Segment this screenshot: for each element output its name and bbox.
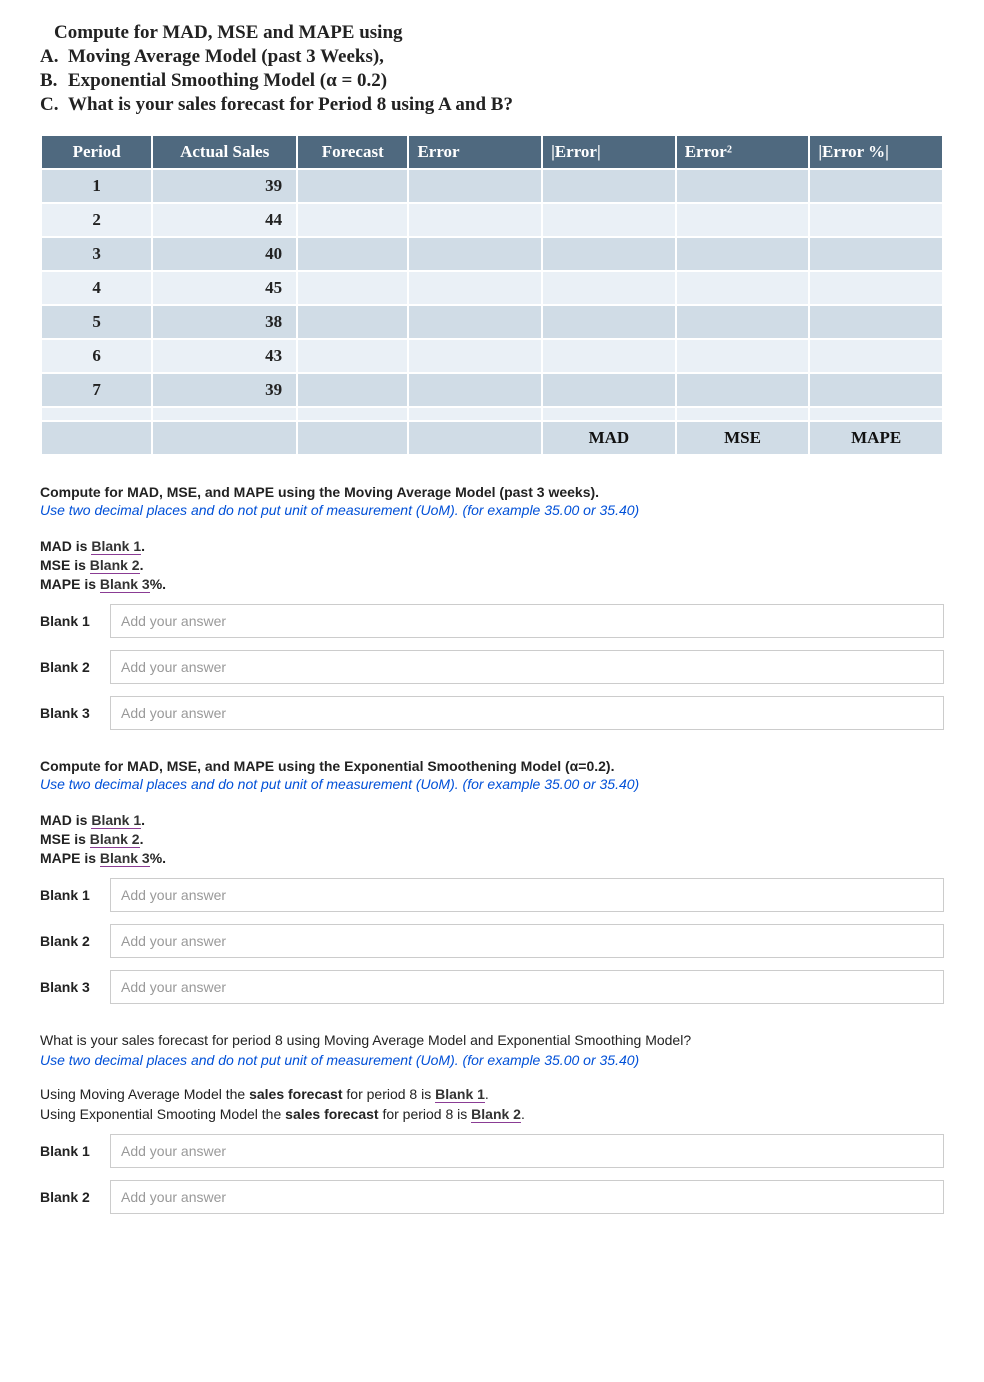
q2-blank2-label: Blank 2 [40,933,110,949]
q3-blank2-row: Blank 2 [40,1180,944,1214]
q1-blank3-row: Blank 3 [40,696,944,730]
table-row: 139 [41,169,943,203]
th-forecast: Forecast [297,135,408,169]
q2-blank1-row: Blank 1 [40,878,944,912]
heading-a: A.Moving Average Model (past 3 Weeks), [40,46,944,68]
q2-blank3-row: Blank 3 [40,970,944,1004]
q2-blank1-input[interactable] [110,878,944,912]
table-row: 538 [41,305,943,339]
table-row: 643 [41,339,943,373]
table-row-footer: MADMSEMAPE [41,421,943,455]
th-errpct: |Error %| [809,135,943,169]
q1-blank2-row: Blank 2 [40,650,944,684]
q1-blank3-input[interactable] [110,696,944,730]
table-row-yellow [41,407,943,421]
forecast-table: Period Actual Sales Forecast Error |Erro… [40,134,944,456]
q2-section: Compute for MAD, MSE, and MAPE using the… [40,758,944,1004]
q2-title: Compute for MAD, MSE, and MAPE using the… [40,758,944,774]
q1-blank1-label: Blank 1 [40,613,110,629]
heading-b: B.Exponential Smoothing Model (α = 0.2) [40,70,944,92]
table-row: 445 [41,271,943,305]
q1-blank2-label: Blank 2 [40,659,110,675]
th-errsq: Error² [676,135,810,169]
q1-blanks: MAD is Blank 1. MSE is Blank 2. MAPE is … [40,538,944,592]
th-period: Period [41,135,152,169]
heading-intro: Compute for MAD, MSE and MAPE using [54,22,944,44]
q3-line2: Using Exponential Smooting Model the sal… [40,1106,944,1122]
q1-blank1-input[interactable] [110,604,944,638]
heading-c: C.What is your sales forecast for Period… [40,94,944,116]
q3-line1: Using Moving Average Model the sales for… [40,1086,944,1102]
q2-blanks: MAD is Blank 1. MSE is Blank 2. MAPE is … [40,812,944,866]
q1-title: Compute for MAD, MSE, and MAPE using the… [40,484,944,500]
q2-blank1-label: Blank 1 [40,887,110,903]
q3-blank2-input[interactable] [110,1180,944,1214]
table-row: 244 [41,203,943,237]
q3-blank1-row: Blank 1 [40,1134,944,1168]
table-row: 340 [41,237,943,271]
table-row: 739 [41,373,943,407]
q2-blank3-label: Blank 3 [40,979,110,995]
q3-section: What is your sales forecast for period 8… [40,1032,944,1214]
q3-blank1-input[interactable] [110,1134,944,1168]
q1-blank1-row: Blank 1 [40,604,944,638]
q1-section: Compute for MAD, MSE, and MAPE using the… [40,484,944,730]
q2-blank3-input[interactable] [110,970,944,1004]
q3-hint: Use two decimal places and do not put un… [40,1052,944,1068]
q2-blank2-input[interactable] [110,924,944,958]
q2-blank2-row: Blank 2 [40,924,944,958]
q1-blank3-label: Blank 3 [40,705,110,721]
q3-question: What is your sales forecast for period 8… [40,1032,944,1048]
th-error: Error [408,135,542,169]
q1-blank2-input[interactable] [110,650,944,684]
th-actual: Actual Sales [152,135,297,169]
th-abserror: |Error| [542,135,676,169]
q2-hint: Use two decimal places and do not put un… [40,776,944,792]
q1-hint: Use two decimal places and do not put un… [40,502,944,518]
q3-blank1-label: Blank 1 [40,1143,110,1159]
q3-blank2-label: Blank 2 [40,1189,110,1205]
